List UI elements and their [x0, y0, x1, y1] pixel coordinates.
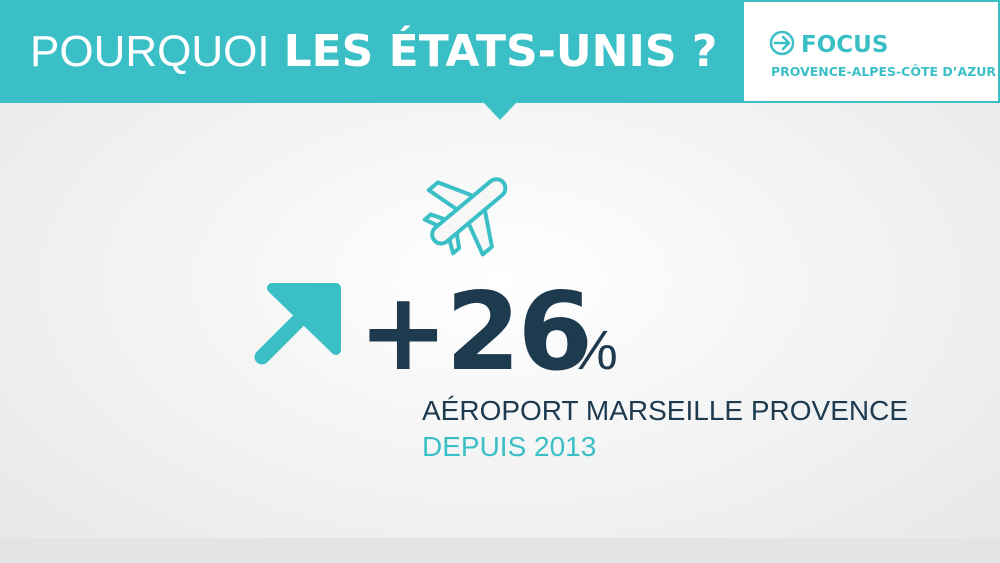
plane-icon	[422, 177, 508, 257]
stat-caption: AÉROPORT MARSEILLE PROVENCE	[422, 395, 908, 426]
title-bold: LES ÉTATS-UNIS ?	[284, 24, 718, 77]
stat-value: +26	[358, 270, 590, 395]
header-pointer	[484, 103, 516, 120]
focus-label: FOCUS	[801, 32, 888, 58]
trend-arrow	[254, 283, 341, 365]
header-title: POURQUOI LES ÉTATS-UNIS ?	[30, 24, 717, 77]
focus-box	[742, 0, 1000, 103]
stat-unit: %	[568, 318, 618, 381]
focus-icon	[769, 30, 795, 56]
header-band	[0, 0, 743, 103]
footer-strip	[0, 538, 1000, 563]
focus-arrow	[773, 35, 791, 51]
title-light: POURQUOI	[30, 27, 270, 76]
focus-region: PROVENCE-ALPES-CÔTE D’AZUR	[771, 64, 996, 79]
stat-period: DEPUIS 2013	[422, 431, 596, 462]
